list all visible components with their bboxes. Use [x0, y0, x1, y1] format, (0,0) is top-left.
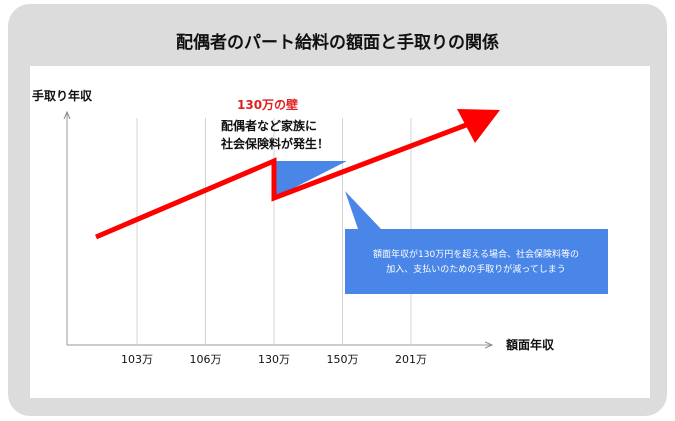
event-text-line2: 社会保険料が発生！: [220, 136, 329, 151]
x-tick-label: 103万: [121, 353, 153, 366]
x-tick-label: 150万: [327, 353, 359, 366]
callout-text-line2: 加入、支払いのための手取りが減ってしまう: [386, 263, 566, 275]
callout-box: [345, 191, 608, 294]
wall-label: 130万の壁: [237, 97, 298, 112]
chart-title: 配偶者のパート給料の額面と手取りの関係: [176, 33, 499, 53]
y-axis-label: 手取り年収: [32, 88, 93, 103]
callout-text-line1: 額面年収が130万円を超える場合、社会保険料等の: [373, 248, 579, 260]
series-arrowhead: [457, 109, 500, 143]
series-line: [95, 119, 475, 240]
x-tick-label: 130万: [258, 353, 290, 366]
event-text-line1: 配偶者など家族に: [221, 118, 317, 133]
x-axis-label: 額面年収: [505, 337, 555, 352]
x-tick-label: 106万: [190, 353, 222, 366]
x-tick-label: 201万: [395, 353, 427, 366]
